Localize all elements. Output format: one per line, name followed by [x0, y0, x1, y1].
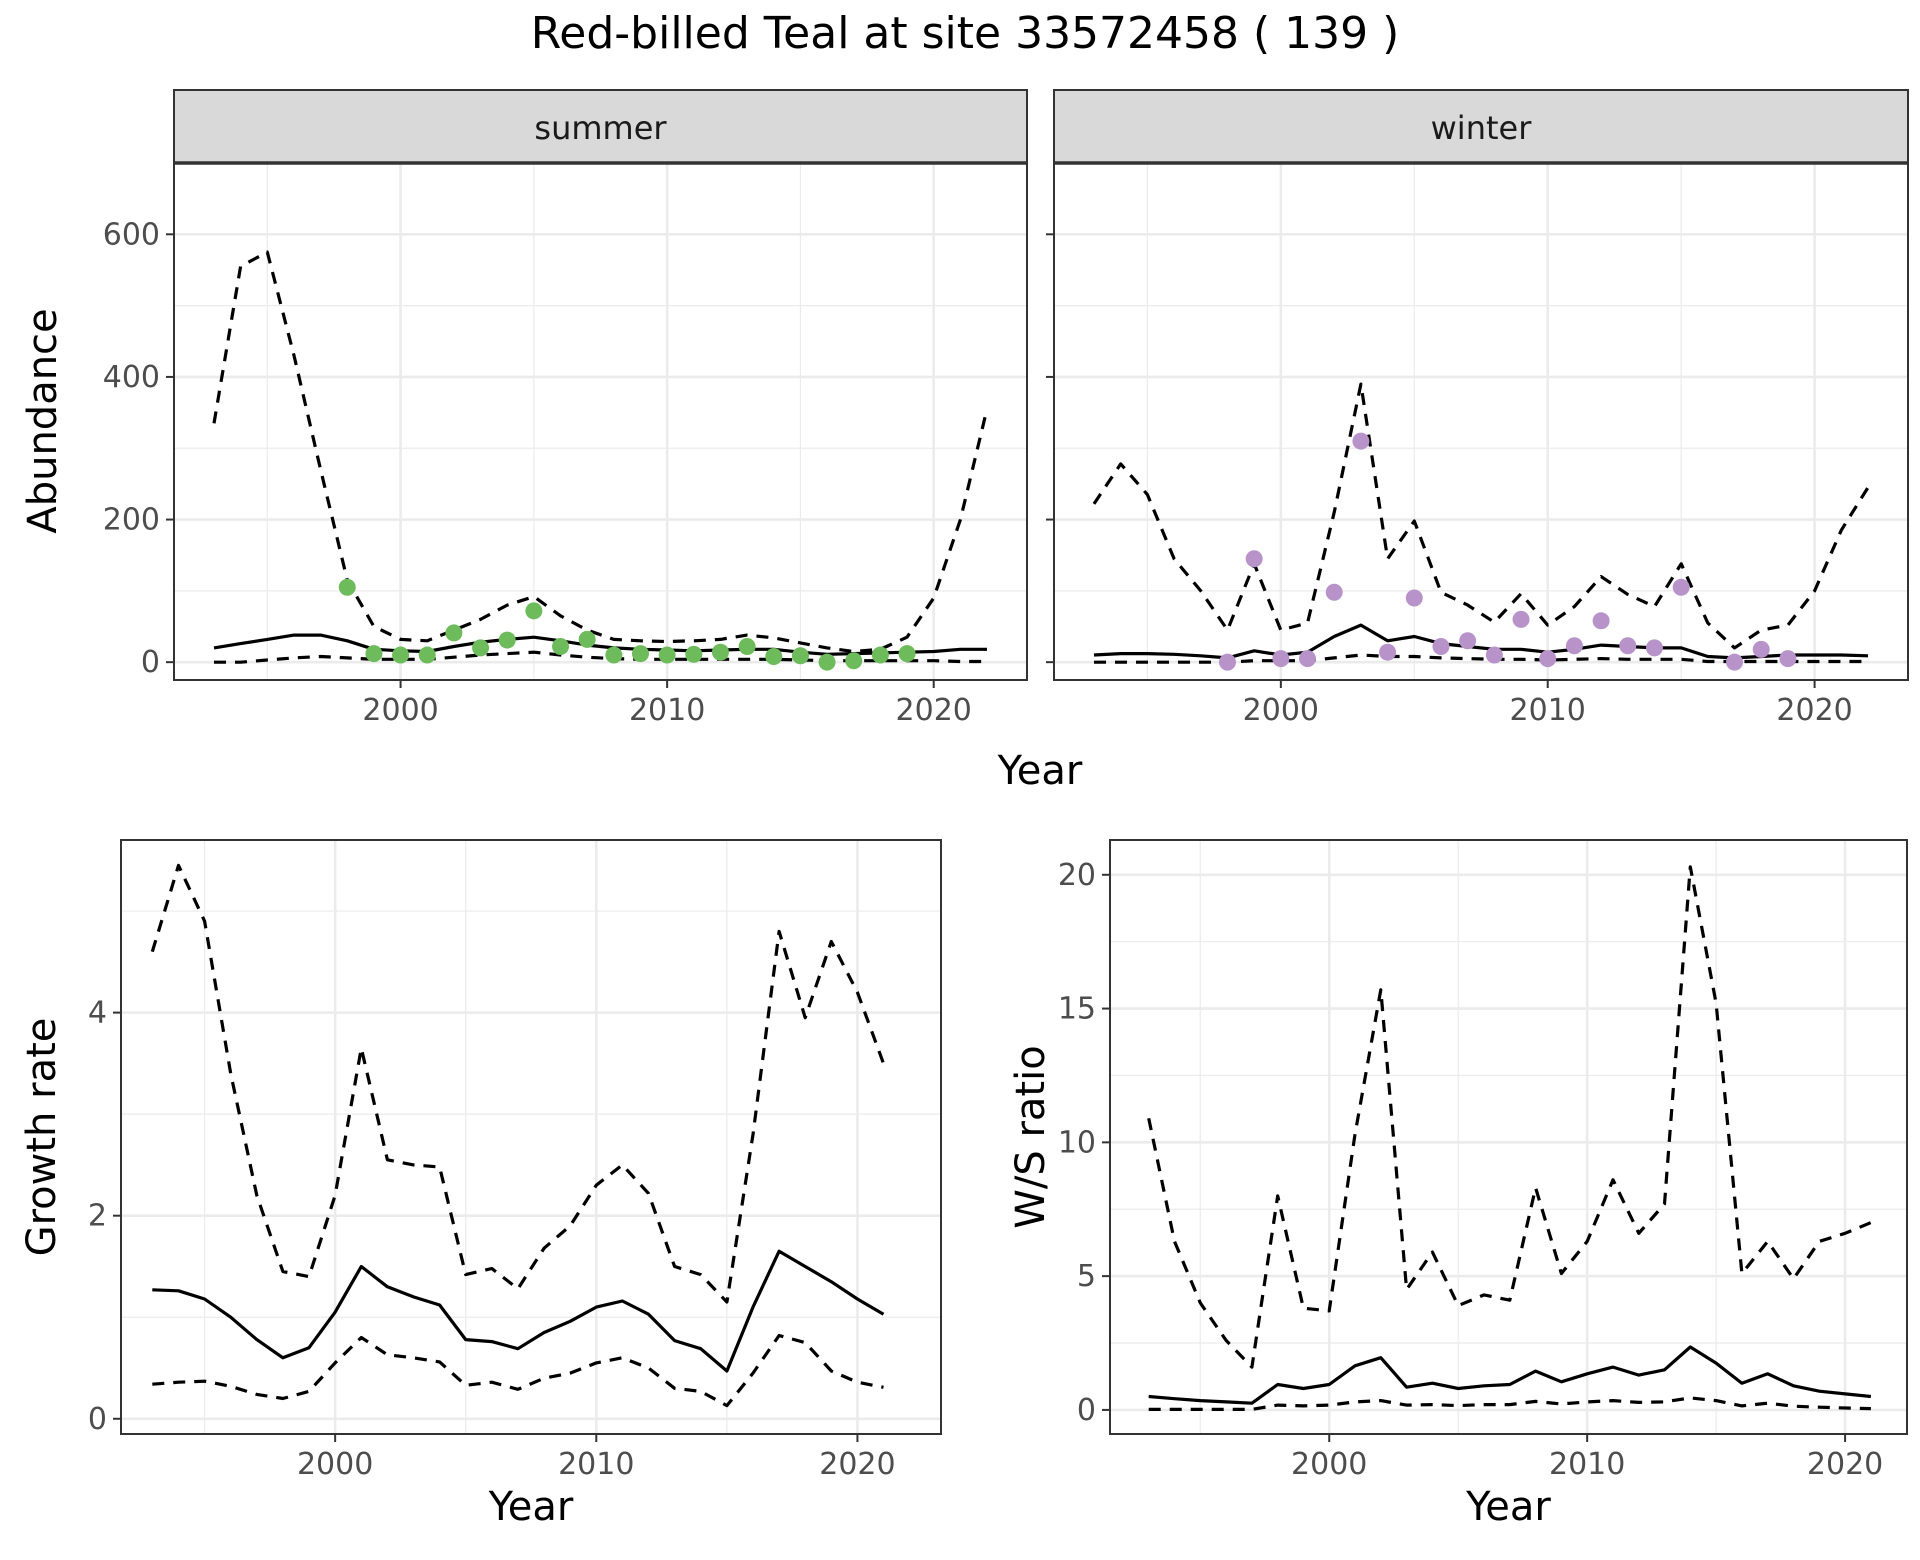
ratio-lower-line	[1148, 1396, 1871, 1412]
ratio-panel-bg	[1110, 840, 1907, 1434]
abundance-summer-observed-point	[445, 624, 463, 642]
abundance-summer-observed-point	[392, 646, 410, 664]
abundance-y-axis-title: Abundance	[20, 308, 66, 533]
ratio-x-axis-title: Year	[1465, 1484, 1551, 1530]
growth-panel-border	[120, 839, 942, 1435]
abundance-summer-observed-point	[738, 637, 756, 655]
ratio-y-axis-title: W/S ratio	[1008, 1045, 1054, 1228]
growth-y-tick-label: 4	[88, 996, 107, 1031]
abundance-summer-observed-point	[898, 645, 916, 663]
abundance-summer-observed-point	[552, 637, 570, 655]
abundance-summer-upper-line	[212, 250, 989, 654]
growth-y-tick-label: 0	[88, 1402, 107, 1437]
abundance-summer-lower-line	[214, 650, 987, 664]
ratio-mean-line	[1148, 1345, 1872, 1405]
abundance-winter-observed-point	[1299, 650, 1317, 668]
abundance-summer-observed-point	[578, 630, 596, 648]
abundance-winter-observed-point	[1379, 643, 1397, 661]
abundance-summer-observed-point	[525, 602, 543, 620]
abundance-summer-observed-point	[472, 639, 490, 657]
abundance-summer-x-tick-label: 2020	[896, 693, 972, 728]
ratio-y-tick-label: 0	[1077, 1393, 1096, 1428]
abundance-summer-observed-point	[658, 646, 676, 664]
abundance-winter-observed-point	[1539, 650, 1557, 668]
abundance-summer-observed-point	[871, 646, 889, 664]
abundance-summer-observed-point	[818, 653, 836, 671]
abundance-winter-observed-point	[1459, 632, 1477, 650]
abundance-winter-observed-point	[1352, 432, 1370, 450]
abundance-winter-observed-point	[1485, 646, 1503, 664]
abundance-winter-observed-point	[1272, 650, 1290, 668]
ratio-y-tick-label: 10	[1058, 1125, 1096, 1160]
abundance-summer-observed-point	[685, 645, 703, 663]
abundance-winter-observed-point	[1218, 653, 1236, 671]
abundance-summer-y-tick-label: 400	[103, 360, 160, 395]
abundance-winter-observed-point	[1619, 637, 1637, 655]
abundance-summer-observed-point	[845, 652, 863, 670]
growth-lower-line	[152, 1333, 884, 1408]
abundance-winter-observed-point	[1432, 637, 1450, 655]
abundance-winter-observed-point	[1245, 550, 1263, 568]
ratio-x-tick-label: 2010	[1549, 1447, 1625, 1482]
abundance-x-axis-title: Year	[997, 748, 1083, 794]
ratio-y-tick-label: 15	[1058, 992, 1096, 1027]
abundance-winter-observed-point	[1512, 610, 1530, 628]
abundance-summer-y-tick-label: 0	[141, 645, 160, 680]
abundance-winter-observed-point	[1645, 639, 1663, 657]
abundance-winter-observed-point	[1565, 637, 1583, 655]
abundance-summer-observed-point	[631, 645, 649, 663]
growth-x-tick-label: 2020	[819, 1447, 895, 1482]
abundance-summer-observed-point	[498, 631, 516, 649]
abundance-winter-strip	[1053, 89, 1909, 164]
abundance-summer-observed-point	[711, 643, 729, 661]
ratio-y-tick-label: 5	[1077, 1259, 1096, 1294]
abundance-winter-observed-point	[1726, 653, 1744, 671]
abundance-winter-x-tick-label: 2000	[1243, 693, 1319, 728]
abundance-summer-x-tick-label: 2010	[629, 693, 705, 728]
abundance-summer-strip-label: summer	[534, 109, 667, 147]
growth-x-tick-label: 2010	[558, 1447, 634, 1482]
abundance-summer-observed-point	[338, 578, 356, 596]
abundance-summer-observed-point	[791, 647, 809, 665]
abundance-summer-observed-point	[418, 646, 436, 664]
growth-x-tick-label: 2000	[297, 1447, 373, 1482]
abundance-winter-observed-point	[1752, 640, 1770, 658]
abundance-summer-observed-point	[765, 647, 783, 665]
abundance-winter-observed-point	[1779, 650, 1797, 668]
ratio-y-tick-label: 20	[1058, 858, 1096, 893]
chart-title: Red-billed Teal at site 33572458 ( 139 )	[531, 8, 1400, 59]
abundance-summer-observed-point	[605, 646, 623, 664]
growth-y-axis-title: Growth rate	[19, 1018, 65, 1257]
growth-x-axis-title: Year	[488, 1484, 574, 1530]
abundance-winter-x-tick-label: 2020	[1776, 693, 1852, 728]
abundance-summer-x-tick-label: 2000	[362, 693, 438, 728]
abundance-winter-x-tick-label: 2010	[1510, 693, 1586, 728]
abundance-winter-strip-label: winter	[1431, 109, 1533, 147]
abundance-winter-observed-point	[1672, 578, 1690, 596]
ratio-x-tick-label: 2000	[1291, 1447, 1367, 1482]
ratio-x-tick-label: 2020	[1807, 1447, 1883, 1482]
ratio-panel-border	[1109, 839, 1908, 1435]
abundance-winter-observed-point	[1405, 589, 1423, 607]
abundance-summer-observed-point	[365, 645, 383, 663]
abundance-summer-y-tick-label: 200	[103, 503, 160, 538]
abundance-summer-strip	[173, 89, 1028, 164]
ratio-upper-line	[1147, 865, 1872, 1369]
abundance-winter-upper-line	[1092, 382, 1870, 650]
abundance-summer-y-tick-label: 600	[103, 217, 160, 252]
growth-upper-line	[150, 863, 886, 1304]
growth-mean-line	[152, 1249, 885, 1373]
growth-panel-bg	[121, 840, 941, 1434]
abundance-summer-panel-bg	[174, 163, 1027, 680]
growth-y-tick-label: 2	[88, 1199, 107, 1234]
abundance-winter-panel-bg	[1054, 163, 1908, 680]
abundance-winter-observed-point	[1592, 612, 1610, 630]
abundance-winter-observed-point	[1325, 583, 1343, 601]
